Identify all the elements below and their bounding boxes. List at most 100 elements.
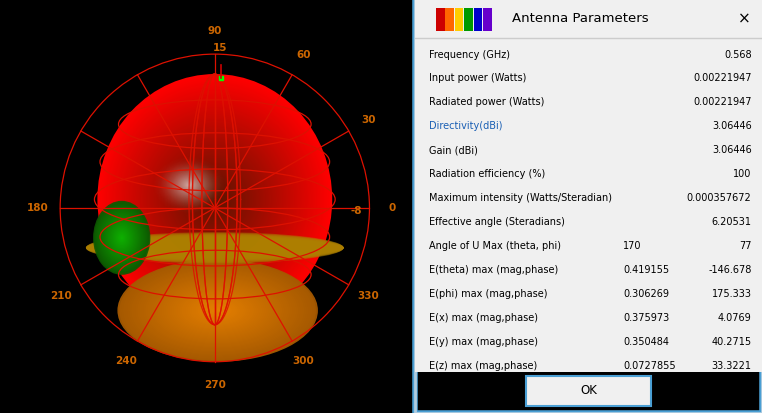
Ellipse shape bbox=[86, 246, 344, 249]
Ellipse shape bbox=[116, 230, 127, 245]
Ellipse shape bbox=[184, 167, 245, 232]
Ellipse shape bbox=[118, 233, 125, 242]
Ellipse shape bbox=[86, 236, 344, 259]
Text: 0: 0 bbox=[389, 203, 396, 213]
Text: Radiation efficiency (%): Radiation efficiency (%) bbox=[429, 169, 546, 179]
Ellipse shape bbox=[156, 137, 274, 262]
Ellipse shape bbox=[103, 80, 326, 318]
Ellipse shape bbox=[98, 74, 332, 325]
Ellipse shape bbox=[146, 273, 290, 347]
Ellipse shape bbox=[172, 154, 257, 244]
Bar bbox=[455, 8, 463, 31]
Ellipse shape bbox=[206, 189, 224, 209]
Ellipse shape bbox=[141, 121, 289, 278]
Ellipse shape bbox=[165, 284, 270, 337]
Ellipse shape bbox=[191, 297, 244, 324]
Ellipse shape bbox=[188, 185, 190, 186]
Ellipse shape bbox=[200, 301, 235, 320]
Ellipse shape bbox=[117, 259, 318, 362]
Ellipse shape bbox=[109, 87, 321, 312]
Text: 0.000357672: 0.000357672 bbox=[687, 193, 751, 203]
Text: 175.333: 175.333 bbox=[712, 289, 751, 299]
Ellipse shape bbox=[113, 90, 317, 309]
Text: 330: 330 bbox=[357, 291, 379, 301]
Ellipse shape bbox=[123, 102, 306, 297]
Ellipse shape bbox=[94, 202, 149, 273]
Ellipse shape bbox=[137, 269, 298, 351]
Ellipse shape bbox=[159, 140, 270, 258]
Ellipse shape bbox=[149, 129, 280, 270]
Ellipse shape bbox=[123, 262, 312, 358]
Ellipse shape bbox=[168, 149, 262, 249]
Ellipse shape bbox=[99, 208, 145, 268]
Text: 33.3221: 33.3221 bbox=[712, 361, 751, 370]
Text: E(y) max (mag,phase): E(y) max (mag,phase) bbox=[429, 337, 538, 347]
Ellipse shape bbox=[104, 214, 140, 261]
Ellipse shape bbox=[174, 288, 262, 333]
Ellipse shape bbox=[154, 134, 276, 265]
Ellipse shape bbox=[86, 242, 344, 254]
Text: 0.306269: 0.306269 bbox=[623, 289, 669, 299]
Ellipse shape bbox=[111, 89, 319, 310]
Text: Antenna Parameters: Antenna Parameters bbox=[512, 12, 649, 26]
Text: -146.678: -146.678 bbox=[708, 265, 751, 275]
Ellipse shape bbox=[86, 241, 344, 255]
Ellipse shape bbox=[200, 183, 230, 216]
Text: 170: 170 bbox=[623, 241, 642, 251]
Ellipse shape bbox=[213, 197, 217, 202]
Bar bbox=[527, 376, 651, 406]
Ellipse shape bbox=[130, 265, 306, 356]
Ellipse shape bbox=[110, 223, 133, 253]
Ellipse shape bbox=[102, 213, 141, 263]
Ellipse shape bbox=[98, 207, 146, 269]
Ellipse shape bbox=[186, 294, 250, 327]
Ellipse shape bbox=[171, 287, 264, 334]
Ellipse shape bbox=[207, 305, 228, 316]
Ellipse shape bbox=[121, 261, 314, 360]
Ellipse shape bbox=[86, 243, 344, 252]
Ellipse shape bbox=[124, 103, 306, 296]
Ellipse shape bbox=[183, 166, 247, 233]
Ellipse shape bbox=[187, 171, 242, 228]
Ellipse shape bbox=[150, 131, 280, 268]
Ellipse shape bbox=[134, 113, 296, 286]
Ellipse shape bbox=[169, 150, 261, 248]
Text: Frequency (GHz): Frequency (GHz) bbox=[429, 50, 510, 59]
Ellipse shape bbox=[114, 228, 130, 248]
Ellipse shape bbox=[163, 144, 267, 254]
Text: 100: 100 bbox=[733, 169, 751, 179]
Bar bbox=[436, 8, 445, 31]
Ellipse shape bbox=[139, 119, 290, 280]
Ellipse shape bbox=[104, 82, 325, 317]
Ellipse shape bbox=[213, 309, 222, 313]
Ellipse shape bbox=[115, 229, 129, 247]
Ellipse shape bbox=[101, 211, 142, 264]
Ellipse shape bbox=[127, 264, 308, 356]
Ellipse shape bbox=[178, 161, 251, 238]
Ellipse shape bbox=[86, 247, 344, 249]
Ellipse shape bbox=[120, 260, 316, 361]
Ellipse shape bbox=[185, 168, 244, 231]
Ellipse shape bbox=[132, 266, 304, 354]
Text: 270: 270 bbox=[204, 380, 226, 389]
Text: -8: -8 bbox=[351, 206, 363, 216]
Text: Input power (Watts): Input power (Watts) bbox=[429, 74, 527, 83]
Ellipse shape bbox=[210, 306, 226, 315]
Ellipse shape bbox=[117, 232, 126, 244]
Ellipse shape bbox=[180, 162, 250, 237]
Ellipse shape bbox=[147, 127, 283, 272]
Ellipse shape bbox=[86, 234, 344, 262]
Ellipse shape bbox=[98, 75, 331, 323]
Ellipse shape bbox=[203, 303, 232, 318]
Ellipse shape bbox=[186, 183, 193, 188]
Ellipse shape bbox=[126, 263, 310, 358]
Text: 3.06446: 3.06446 bbox=[712, 145, 751, 155]
Ellipse shape bbox=[120, 235, 124, 241]
Text: Effective angle (Steradians): Effective angle (Steradians) bbox=[429, 217, 565, 227]
Ellipse shape bbox=[198, 182, 231, 217]
Ellipse shape bbox=[115, 93, 315, 306]
Ellipse shape bbox=[153, 278, 282, 343]
Ellipse shape bbox=[162, 143, 267, 256]
Ellipse shape bbox=[114, 92, 315, 307]
Ellipse shape bbox=[211, 196, 219, 203]
